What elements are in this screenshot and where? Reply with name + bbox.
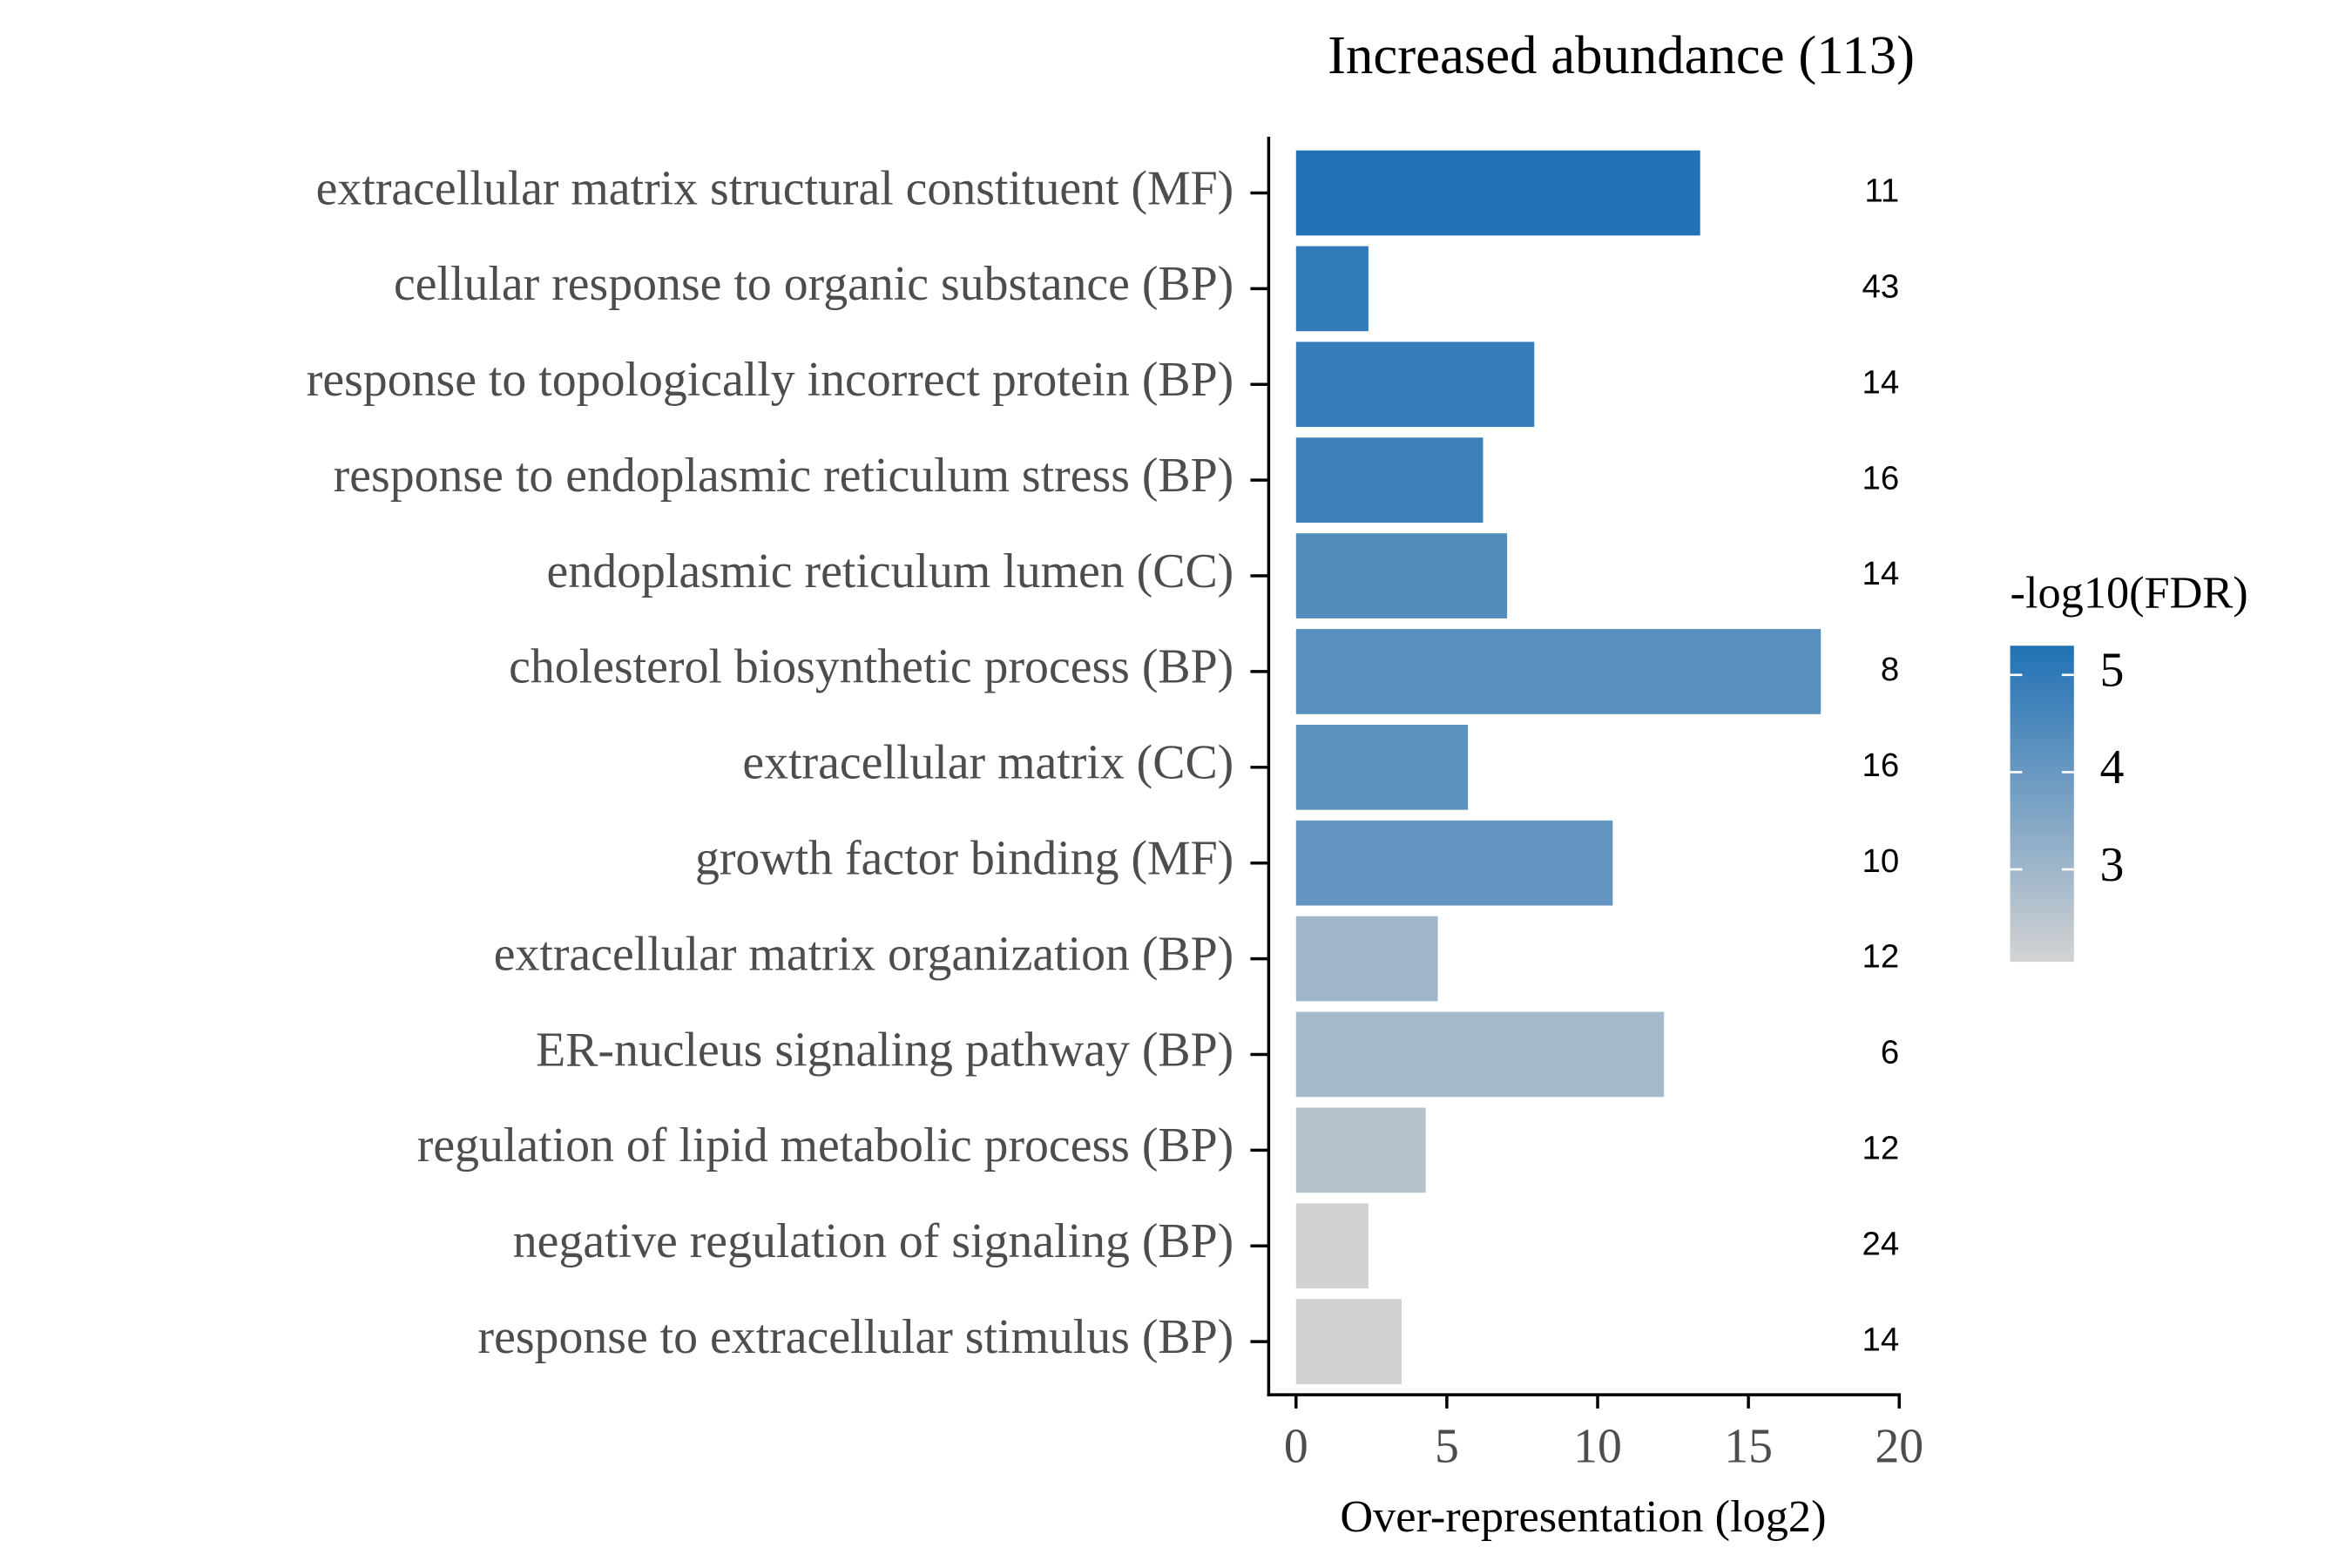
bar <box>1295 150 1700 236</box>
x-tick-label: 10 <box>1573 1420 1622 1474</box>
colorbar-tick-label: 3 <box>2099 838 2124 892</box>
bar <box>1295 246 1369 332</box>
y-tick-label: response to endoplasmic reticulum stress… <box>334 449 1234 503</box>
bar <box>1295 533 1508 618</box>
x-tick-label: 5 <box>1435 1420 1459 1474</box>
bar <box>1295 1203 1369 1289</box>
bar <box>1295 437 1484 523</box>
count-label: 12 <box>1862 938 1900 976</box>
legend-title: -log10(FDR) <box>2011 567 2248 618</box>
count-label: 14 <box>1862 1321 1900 1358</box>
y-tick-label: cholesterol biosynthetic process (BP) <box>509 640 1233 694</box>
bar <box>1295 1299 1402 1384</box>
count-label: 10 <box>1862 842 1900 880</box>
x-tick-label: 20 <box>1875 1420 1923 1474</box>
colorbar-tick-label: 4 <box>2099 740 2124 794</box>
x-axis-title: Over-representation (log2) <box>1340 1491 1826 1542</box>
count-label: 24 <box>1862 1225 1900 1262</box>
y-tick-label: extracellular matrix structural constitu… <box>316 161 1234 215</box>
count-label: 14 <box>1862 363 1900 401</box>
x-tick-label: 15 <box>1724 1420 1773 1474</box>
count-label: 8 <box>1881 651 1899 688</box>
colorbar-tick-label: 5 <box>2099 644 2124 698</box>
y-tick-label: extracellular matrix (CC) <box>742 736 1233 790</box>
count-label: 16 <box>1862 747 1900 784</box>
count-label: 43 <box>1862 268 1900 306</box>
bar <box>1295 724 1469 810</box>
y-tick-label: growth factor binding (MF) <box>695 832 1233 886</box>
colorbar <box>2010 645 2074 963</box>
chart-title: Increased abundance (113) <box>1328 24 1915 85</box>
bar <box>1295 916 1438 1002</box>
y-tick-label: endoplasmic reticulum lumen (CC) <box>547 544 1234 598</box>
x-tick-label: 0 <box>1284 1420 1308 1474</box>
bar <box>1295 1107 1426 1193</box>
count-label: 14 <box>1862 555 1900 592</box>
y-tick-label: response to topologically incorrect prot… <box>307 353 1234 407</box>
bar <box>1295 629 1821 714</box>
y-tick-label: extracellular matrix organization (BP) <box>494 927 1234 981</box>
y-tick-label: response to extracellular stimulus (BP) <box>477 1310 1233 1364</box>
count-label: 6 <box>1881 1034 1899 1071</box>
y-tick-label: negative regulation of signaling (BP) <box>513 1214 1233 1268</box>
count-label: 16 <box>1862 459 1900 497</box>
y-tick-label: cellular response to organic substance (… <box>394 257 1233 311</box>
count-label: 11 <box>1864 172 1899 210</box>
bar <box>1295 820 1613 906</box>
bar <box>1295 341 1535 428</box>
bar <box>1295 1011 1665 1098</box>
count-label: 12 <box>1862 1129 1900 1166</box>
y-tick-label: ER-nucleus signaling pathway (BP) <box>536 1023 1233 1077</box>
y-tick-label: regulation of lipid metabolic process (B… <box>417 1119 1234 1173</box>
